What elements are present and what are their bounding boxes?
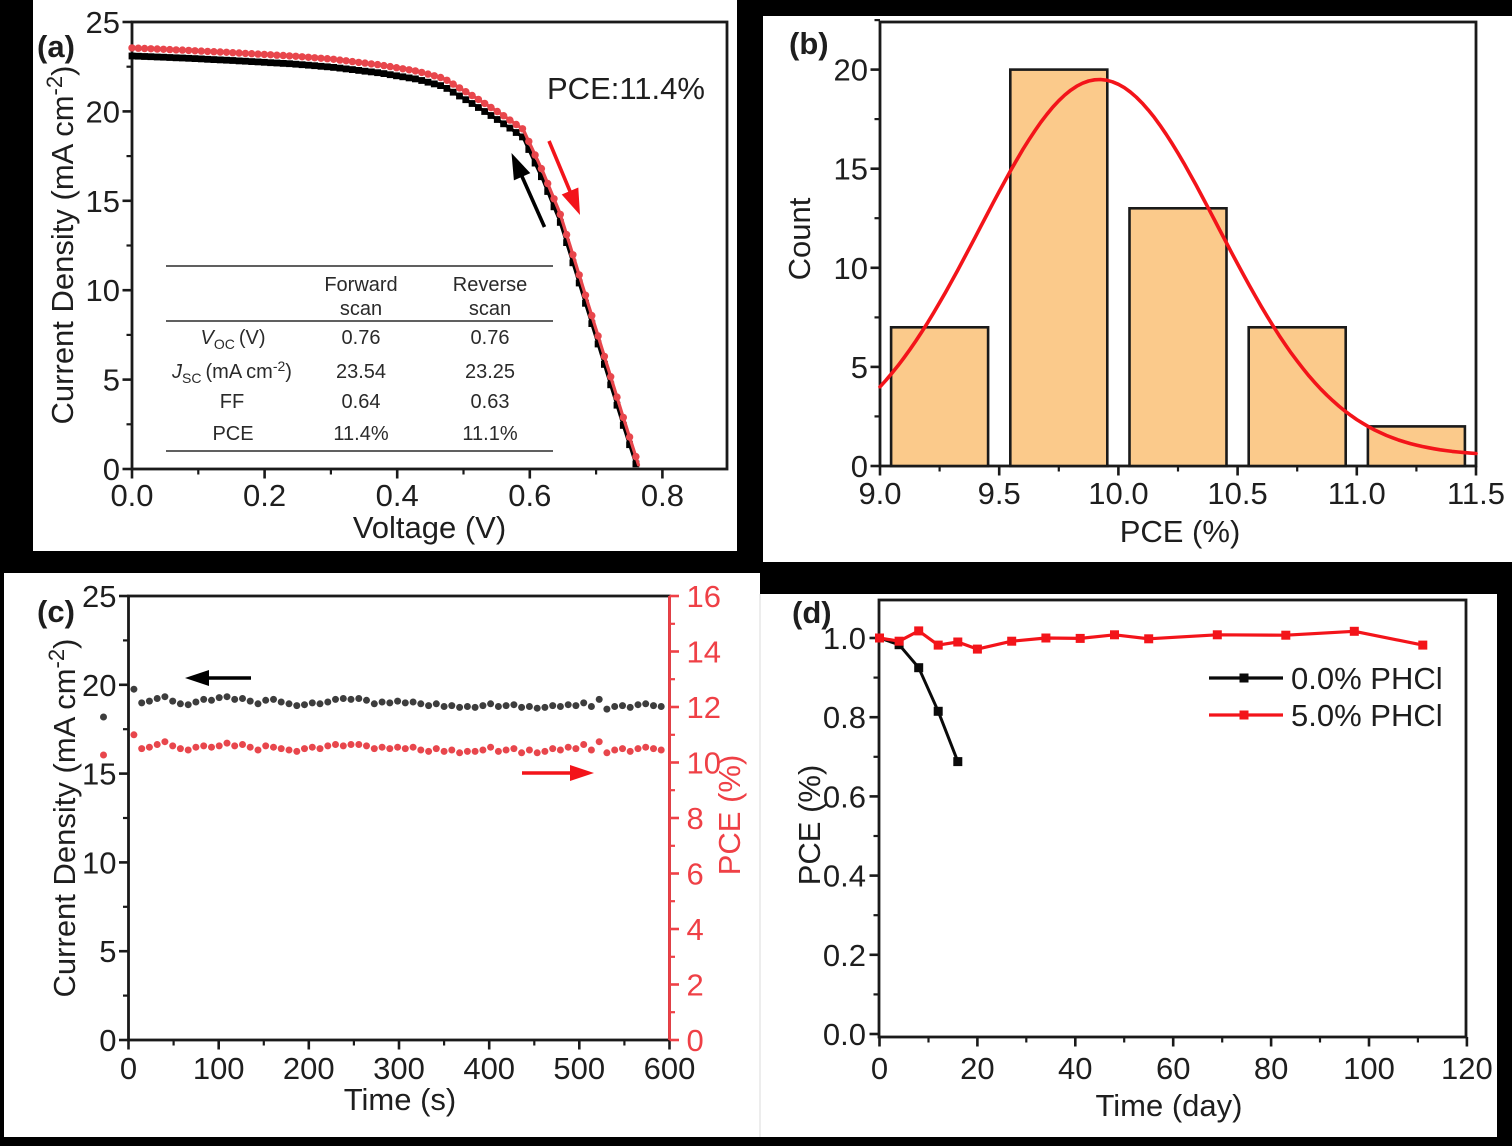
svg-text:0: 0 [871,1051,888,1086]
svg-text:12: 12 [687,690,721,725]
svg-text:PCE: PCE [212,423,253,445]
svg-text:100: 100 [193,1051,245,1086]
svg-text:20: 20 [834,53,868,88]
svg-text:9.0: 9.0 [858,476,901,511]
svg-text:9.5: 9.5 [978,476,1021,511]
svg-text:100: 100 [1343,1051,1395,1086]
svg-text:5.0% PHCl: 5.0% PHCl [1291,698,1443,733]
svg-text:0.63: 0.63 [471,391,510,413]
svg-text:Time (s): Time (s) [344,1082,457,1117]
svg-text:400: 400 [463,1051,515,1086]
svg-text:20: 20 [86,94,120,129]
svg-text:(a): (a) [37,29,75,64]
svg-text:0.64: 0.64 [342,391,381,413]
svg-text:6: 6 [687,857,704,892]
svg-text:(b): (b) [789,26,829,61]
svg-text:Count: Count [782,197,817,280]
svg-text:5: 5 [99,934,116,969]
svg-text:0.76: 0.76 [471,327,510,349]
svg-text:10: 10 [86,273,120,308]
svg-text:PCE:11.4%: PCE:11.4% [547,71,705,106]
svg-text:500: 500 [553,1051,605,1086]
svg-text:23.25: 23.25 [465,361,515,383]
svg-text:15: 15 [86,184,120,219]
svg-text:16: 16 [687,579,721,614]
svg-text:0.76: 0.76 [342,327,381,349]
svg-text:0.6: 0.6 [508,478,551,513]
svg-text:80: 80 [1254,1051,1288,1086]
svg-text:0.0% PHCl: 0.0% PHCl [1291,661,1443,696]
svg-text:0.8: 0.8 [641,478,684,513]
svg-text:23.54: 23.54 [336,361,386,383]
svg-text:VOC (V): VOC (V) [200,327,265,352]
svg-text:(c): (c) [37,594,75,629]
svg-text:11.1%: 11.1% [462,423,517,445]
svg-text:Current Density (mA cm-2): Current Density (mA cm-2) [44,639,82,998]
svg-text:10: 10 [82,845,116,880]
svg-text:14: 14 [687,635,721,670]
svg-text:2: 2 [687,968,704,1003]
svg-text:0: 0 [99,1023,116,1058]
svg-text:120: 120 [1441,1051,1493,1086]
svg-text:5: 5 [851,350,868,385]
svg-text:0.8: 0.8 [823,700,866,735]
svg-text:0: 0 [687,1023,704,1058]
svg-text:Current Density (mA cm-2): Current Density (mA cm-2) [42,66,80,425]
svg-text:10.0: 10.0 [1088,476,1148,511]
svg-text:0.2: 0.2 [823,938,866,973]
svg-text:JSC (mA cm-2): JSC (mA cm-2) [171,358,292,386]
svg-text:20: 20 [960,1051,994,1086]
svg-text:300: 300 [373,1051,425,1086]
svg-text:1.0: 1.0 [823,621,866,656]
svg-text:25: 25 [82,579,116,614]
svg-text:25: 25 [86,5,120,40]
svg-text:11.5: 11.5 [1447,476,1505,511]
svg-text:10: 10 [834,251,868,286]
svg-text:0.6: 0.6 [823,779,866,814]
svg-text:20: 20 [82,668,116,703]
svg-text:0.4: 0.4 [376,478,419,513]
svg-text:PCE (%): PCE (%) [1120,514,1241,549]
svg-text:Time (day): Time (day) [1096,1088,1243,1123]
svg-text:60: 60 [1156,1051,1190,1086]
svg-text:PCE (%): PCE (%) [712,755,747,876]
svg-text:8: 8 [687,801,704,836]
svg-text:scan: scan [469,298,511,320]
svg-text:FF: FF [220,391,244,413]
svg-text:11.4%: 11.4% [333,423,388,445]
svg-text:scan: scan [340,298,382,320]
svg-text:5: 5 [103,363,120,398]
svg-text:0: 0 [120,1051,137,1086]
svg-text:0.0: 0.0 [110,478,153,513]
svg-text:10: 10 [687,746,721,781]
svg-text:Reverse: Reverse [453,274,527,296]
svg-text:Forward: Forward [324,274,397,296]
svg-text:40: 40 [1058,1051,1092,1086]
svg-text:0.0: 0.0 [823,1017,866,1052]
svg-text:Voltage (V): Voltage (V) [353,510,506,545]
svg-text:PCE (%): PCE (%) [792,765,827,886]
svg-text:200: 200 [283,1051,335,1086]
svg-text:600: 600 [644,1051,696,1086]
svg-text:0: 0 [103,452,120,487]
svg-text:0.4: 0.4 [823,859,866,894]
svg-text:15: 15 [834,152,868,187]
svg-text:10.5: 10.5 [1207,476,1267,511]
svg-text:11.0: 11.0 [1328,476,1386,511]
svg-text:0: 0 [851,449,868,484]
svg-text:0.2: 0.2 [243,478,286,513]
svg-text:15: 15 [82,757,116,792]
svg-text:4: 4 [687,912,704,947]
svg-text:(d): (d) [792,595,832,630]
